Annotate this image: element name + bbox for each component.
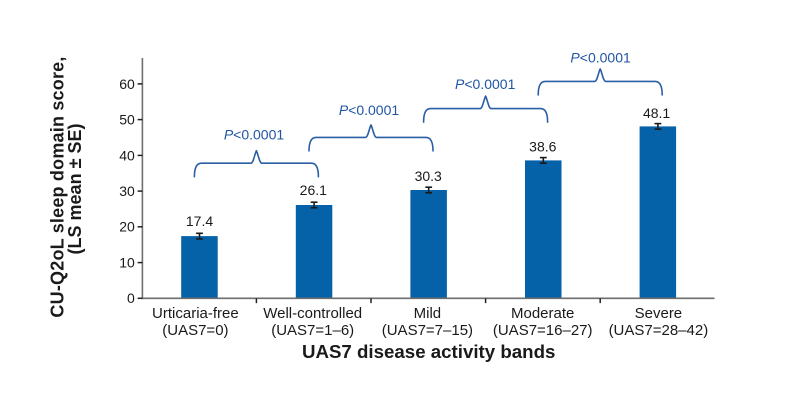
svg-text:P<0.0001: P<0.0001 <box>570 50 631 66</box>
svg-text:(UAS7=0): (UAS7=0) <box>162 322 228 339</box>
svg-text:48.1: 48.1 <box>643 105 670 121</box>
svg-text:26.1: 26.1 <box>300 182 327 198</box>
svg-text:(UAS7=7–15): (UAS7=7–15) <box>382 322 473 339</box>
svg-text:10: 10 <box>119 255 135 271</box>
svg-text:30.3: 30.3 <box>415 168 442 184</box>
svg-text:Severe: Severe <box>635 305 683 322</box>
svg-text:Well-controlled: Well-controlled <box>263 305 362 322</box>
svg-text:0: 0 <box>127 290 135 306</box>
svg-text:30: 30 <box>119 183 135 199</box>
svg-text:(UAS7=28–42): (UAS7=28–42) <box>609 322 709 339</box>
svg-text:20: 20 <box>119 219 135 235</box>
svg-text:P<0.0001: P<0.0001 <box>455 76 516 92</box>
svg-text:CU-Q2oL sleep domain score,: CU-Q2oL sleep domain score, <box>48 56 68 317</box>
svg-text:38.6: 38.6 <box>529 139 556 155</box>
svg-text:40: 40 <box>119 147 135 163</box>
svg-text:Mild: Mild <box>414 305 442 322</box>
svg-text:(UAS7=1–6): (UAS7=1–6) <box>271 322 354 339</box>
svg-text:Urticaria-free: Urticaria-free <box>152 305 239 322</box>
svg-text:(LS mean ± SE): (LS mean ± SE) <box>65 124 85 255</box>
svg-text:UAS7 disease activity bands: UAS7 disease activity bands <box>302 341 555 362</box>
svg-text:60: 60 <box>119 76 135 92</box>
svg-text:50: 50 <box>119 112 135 128</box>
svg-text:17.4: 17.4 <box>186 213 213 229</box>
svg-text:Moderate: Moderate <box>511 305 574 322</box>
svg-text:P<0.0001: P<0.0001 <box>339 102 400 118</box>
svg-text:P<0.0001: P<0.0001 <box>224 127 285 143</box>
svg-text:(UAS7=16–27): (UAS7=16–27) <box>493 322 593 339</box>
